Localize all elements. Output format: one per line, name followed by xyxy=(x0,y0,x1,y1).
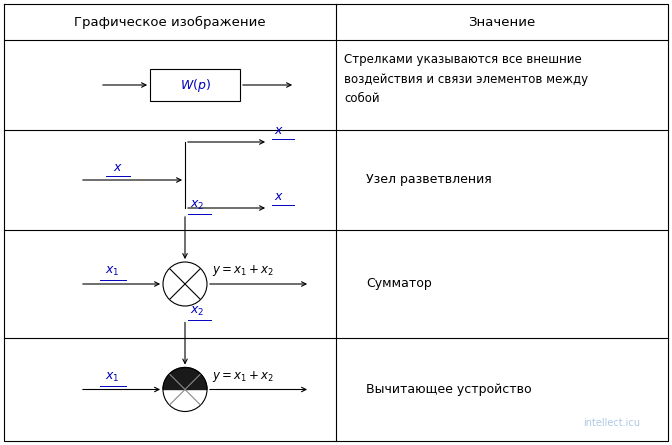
Text: Значение: Значение xyxy=(468,16,536,28)
Text: $x_1$: $x_1$ xyxy=(105,265,119,278)
Text: $x$: $x$ xyxy=(113,161,123,174)
Text: Вычитающее устройство: Вычитающее устройство xyxy=(366,383,532,396)
Bar xyxy=(150,69,240,101)
Text: Стрелками указываются все внешние
воздействия и связи элементов между
собой: Стрелками указываются все внешние воздей… xyxy=(344,53,588,105)
Text: $y=x_1+x_2$: $y=x_1+x_2$ xyxy=(212,263,274,278)
Polygon shape xyxy=(163,368,207,389)
Text: $x_2$: $x_2$ xyxy=(190,304,204,317)
Text: $y=x_1+x_2$: $y=x_1+x_2$ xyxy=(212,368,274,384)
Text: $x$: $x$ xyxy=(274,124,284,137)
Text: $W(p)$: $W(p)$ xyxy=(179,77,210,93)
Text: Узел разветвления: Узел разветвления xyxy=(366,174,492,186)
Text: Сумматор: Сумматор xyxy=(366,278,431,291)
Text: $x_1$: $x_1$ xyxy=(105,370,119,384)
Text: Графическое изображение: Графическое изображение xyxy=(74,16,266,28)
Text: intellect.icu: intellect.icu xyxy=(583,418,640,428)
Text: $x$: $x$ xyxy=(274,190,284,203)
Text: $x_2$: $x_2$ xyxy=(190,199,204,212)
